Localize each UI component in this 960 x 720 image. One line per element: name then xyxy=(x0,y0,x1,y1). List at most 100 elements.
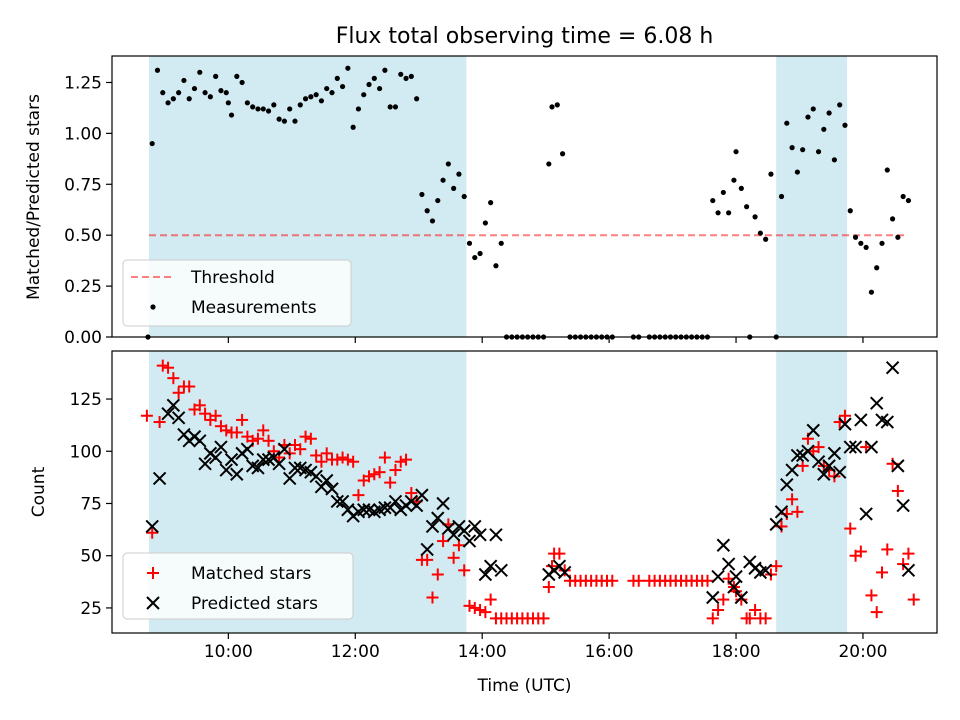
matched-point xyxy=(854,545,867,558)
matched-point xyxy=(735,593,748,606)
predicted-point xyxy=(161,406,175,421)
matched-point xyxy=(717,593,730,606)
measurement-point xyxy=(738,185,744,191)
top-plot-frame xyxy=(111,55,938,338)
predicted-point xyxy=(494,563,508,578)
matched-point xyxy=(447,551,460,564)
matched-point xyxy=(463,599,476,612)
legend-label-predicted: Predicted stars xyxy=(191,594,318,614)
predicted-point xyxy=(468,519,482,534)
predicted-point xyxy=(473,528,487,542)
top-shaded-interval xyxy=(776,56,848,337)
predicted-point xyxy=(838,417,852,431)
measurement-point xyxy=(398,71,404,77)
measurement-point xyxy=(419,191,425,198)
predicted-point xyxy=(256,452,270,467)
top-panel-plot: 0.00 0.25 0.50 0.75 1.00 1.25 xyxy=(64,55,938,348)
matched-point xyxy=(902,547,915,560)
predicted-point xyxy=(843,440,857,454)
measurement-point xyxy=(863,244,869,251)
measurement-point xyxy=(366,81,372,88)
predicted-point xyxy=(901,563,916,578)
matched-point xyxy=(363,470,376,483)
predicted-point xyxy=(251,461,265,475)
matched-point xyxy=(156,359,169,372)
predicted-point xyxy=(478,567,493,582)
bottom-y-tick-label: 100 xyxy=(70,442,102,462)
predicted-point xyxy=(457,523,471,538)
predicted-point xyxy=(827,446,842,461)
predicted-point xyxy=(711,569,725,584)
measurement-point xyxy=(831,157,838,163)
matched-point xyxy=(632,574,645,587)
matched-point xyxy=(220,424,233,437)
predicted-point xyxy=(171,411,186,425)
predicted-point xyxy=(774,505,789,519)
matched-point xyxy=(606,574,619,587)
matched-point xyxy=(310,449,323,462)
matched-point xyxy=(891,484,904,497)
measurement-point xyxy=(710,197,716,204)
measurement-point xyxy=(837,102,843,108)
measurement-point xyxy=(456,171,462,177)
measurement-point xyxy=(477,250,483,257)
predicted-point xyxy=(152,471,167,486)
x-tick-label: 16:00 xyxy=(585,642,634,662)
measurement-point xyxy=(271,102,277,108)
predicted-point xyxy=(822,459,836,473)
bottom-y-axis-label: Count xyxy=(29,466,49,517)
matched-point xyxy=(209,409,222,422)
predicted-point xyxy=(721,557,736,571)
predicted-point xyxy=(859,507,873,521)
predicted-point xyxy=(335,494,350,509)
measurement-point xyxy=(842,122,848,128)
measurement-point xyxy=(884,167,890,173)
measurement-point xyxy=(387,104,393,110)
top-legend: Threshold Measurements xyxy=(122,259,352,327)
measurement-point xyxy=(414,96,420,102)
measurement-point xyxy=(186,96,192,102)
measurement-point xyxy=(440,177,446,183)
measurement-point xyxy=(403,75,409,81)
predicted-point xyxy=(557,565,572,580)
measurement-point xyxy=(715,210,721,216)
measurement-point xyxy=(318,98,325,104)
matched-point xyxy=(458,564,471,577)
predicted-point xyxy=(870,396,884,410)
predicted-point xyxy=(446,528,461,542)
figure-title: Flux total observing time = 6.08 h xyxy=(336,24,714,49)
measurement-point xyxy=(225,100,231,106)
measurement-point xyxy=(554,102,560,108)
measurement-point xyxy=(493,263,499,269)
predicted-point xyxy=(208,450,223,465)
predicted-point xyxy=(848,440,863,454)
measurement-point xyxy=(763,236,769,242)
matched-point xyxy=(162,361,175,374)
matched-point xyxy=(791,505,804,518)
measurement-point xyxy=(255,106,261,112)
matched-legend-swatch xyxy=(147,567,159,579)
measurement-point xyxy=(313,92,319,98)
measurement-point xyxy=(847,208,853,214)
measurement-point xyxy=(223,90,229,96)
measurement-point xyxy=(376,85,383,92)
measurement-point xyxy=(472,254,478,261)
matched-point xyxy=(743,612,756,625)
matched-point xyxy=(193,399,206,412)
predicted-point xyxy=(219,463,233,477)
predicted-point xyxy=(880,415,894,429)
matched-point xyxy=(384,476,397,489)
matched-point xyxy=(907,593,920,606)
x-axis-label: Time (UTC) xyxy=(477,676,572,696)
matched-point xyxy=(153,416,166,429)
top-y-axis-label: Matched/Predicted stars xyxy=(24,94,44,300)
matched-point xyxy=(146,526,159,539)
matched-point xyxy=(378,451,391,464)
bottom-shaded-interval xyxy=(776,351,848,633)
matched-point xyxy=(484,593,497,606)
matched-point xyxy=(336,451,349,464)
predicted-point xyxy=(282,471,297,486)
bottom-y-tick-label: 25 xyxy=(80,599,102,619)
measurement-point xyxy=(549,104,555,110)
measurement-point xyxy=(800,147,806,153)
